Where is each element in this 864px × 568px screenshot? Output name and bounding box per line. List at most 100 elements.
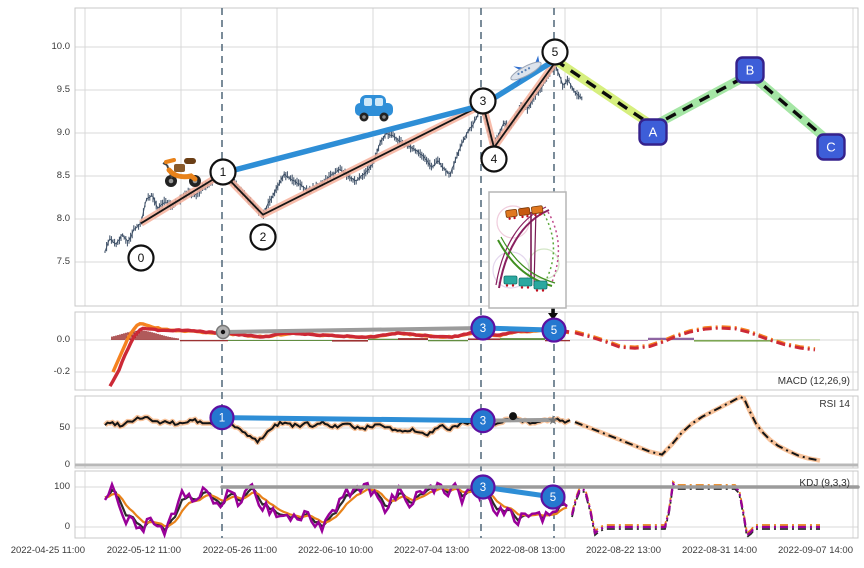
panel-marker-number: 5: [551, 325, 557, 337]
abc-letter: B: [746, 63, 755, 78]
inset-track-dotted-pink: [547, 211, 560, 283]
macd-hist-strip: [368, 338, 398, 340]
rect: [533, 280, 548, 290]
macd-hist-strip: [500, 338, 545, 340]
rsi-y-tick-label: 50: [59, 422, 70, 433]
rect: [518, 207, 531, 217]
rect: [174, 164, 185, 172]
x-tick-label: 2022-05-12 11:00: [106, 545, 181, 556]
circle: [527, 67, 531, 70]
rsi-future: [574, 395, 821, 462]
circle: [168, 178, 174, 184]
car-icon: [355, 95, 393, 122]
circle: [520, 286, 524, 289]
wave-number: 3: [480, 94, 487, 108]
kdj-panel: [103, 480, 820, 539]
rect: [518, 277, 533, 287]
rect: [531, 205, 544, 215]
circle: [505, 284, 509, 287]
rect: [503, 275, 518, 285]
macd-hist-strip: [398, 338, 428, 340]
panel-marker-number: 3: [480, 416, 486, 428]
forecast-dashed: [554, 58, 833, 145]
inset-train-bottom: [503, 275, 548, 292]
rsi-panel-frame: [74, 395, 859, 469]
kdj-marker-5: 5: [540, 484, 566, 510]
circle: [520, 70, 524, 74]
wave-number: 5: [552, 45, 559, 59]
panel-marker-circle: [470, 315, 496, 341]
inset-support: [533, 209, 537, 287]
x-tick-label: 2022-04-25 11:00: [10, 545, 85, 556]
x-tick-label: 2022-05-26 11:00: [202, 545, 277, 556]
price-y-tick-label: 9.0: [56, 127, 70, 138]
rsi-y-tick-label: 0: [64, 459, 70, 470]
abc-box: [816, 133, 846, 161]
wave-marker-0: 0: [127, 244, 155, 272]
circle: [526, 286, 530, 289]
circle: [513, 216, 516, 220]
circle: [534, 213, 537, 217]
wave-circle: [469, 87, 497, 115]
price-y-tick-label: 9.5: [56, 84, 70, 95]
wave-marker-2: 2: [249, 223, 277, 251]
price-panel-frame: [74, 7, 859, 307]
circle: [362, 115, 366, 119]
abc-box: [735, 56, 765, 84]
inset-track-green-rail: [500, 236, 556, 284]
elliott-zigzag: [139, 60, 558, 227]
panel-marker-circle: [470, 474, 496, 500]
abc-marker-B: B: [735, 56, 765, 84]
rsi-marker-1: 1: [209, 405, 235, 431]
macd-hist-strip: [610, 340, 648, 341]
circle: [541, 289, 545, 292]
x-tick-label: 2022-06-10 10:00: [297, 545, 373, 556]
macd-marker-3: 3: [470, 315, 496, 341]
kdj-y-tick-label: 0: [64, 521, 70, 532]
circle: [382, 115, 386, 119]
inset-track-dotted-green: [543, 213, 555, 279]
macd-hist-strip: [180, 340, 228, 342]
rsi-marker-3: 3: [470, 408, 496, 434]
wave-number: 2: [260, 230, 267, 244]
kdj-d-future: [571, 480, 820, 535]
wave-marker-4: 4: [480, 145, 508, 173]
wave-circle: [127, 244, 155, 272]
rect: [184, 158, 196, 164]
panel-marker-circle: [540, 484, 566, 510]
price-y-tick-label: 10.0: [51, 41, 71, 52]
panel-marker-number: 3: [480, 323, 486, 335]
circle: [526, 214, 529, 218]
emoji-layer: [162, 55, 542, 187]
kdj-k-future: [571, 484, 820, 539]
panel-marker-circle: [470, 408, 496, 434]
forecast-line: [550, 55, 836, 148]
rsi-star-marker: ★: [547, 413, 559, 428]
rsi-panel: [75, 394, 858, 467]
abc-marker-A: A: [638, 118, 668, 146]
macd-hist-strip: [428, 340, 468, 342]
wave-marker-5: 5: [541, 38, 569, 66]
circle: [521, 215, 524, 219]
gray-dot-core: [220, 329, 226, 335]
macd-hist-strip: [228, 340, 332, 341]
panel-marker-circle: [541, 317, 567, 343]
path: [166, 167, 198, 182]
plane-icon: [510, 55, 542, 88]
rect: [364, 98, 372, 106]
rect: [505, 208, 518, 218]
macd-marker-5: 5: [541, 317, 567, 343]
price-y-tick-label: 8.0: [56, 213, 70, 224]
wave-circle: [209, 158, 237, 186]
x-tick-label: 2022-08-31 14:00: [681, 545, 757, 556]
path: [164, 158, 176, 164]
arrow-head: [548, 313, 558, 320]
macd-panel-label: MACD (12,26,9): [777, 376, 850, 387]
circle: [517, 72, 520, 75]
x-tick-label: 2022-07-04 13:00: [393, 545, 469, 556]
macd-gray-trend: [221, 326, 485, 334]
macd-panel-frame: [74, 311, 859, 391]
price-y-tick-label: 8.5: [56, 170, 70, 181]
